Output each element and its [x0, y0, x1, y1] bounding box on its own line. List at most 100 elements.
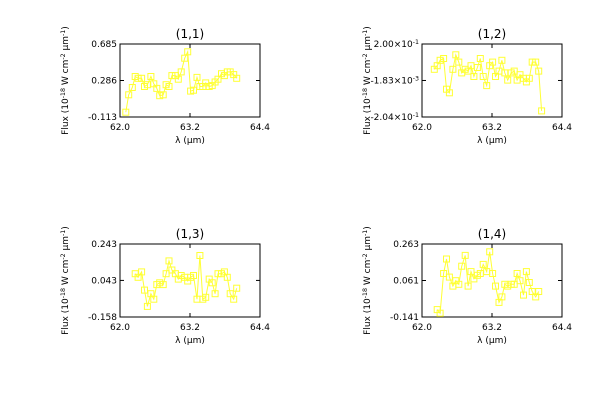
data-point: [138, 74, 146, 82]
data-point: [190, 272, 197, 279]
x-tick-label: 63.2: [482, 323, 502, 333]
x-tick-label: 62.0: [110, 323, 130, 333]
data-point: [159, 91, 167, 99]
data-point: [489, 270, 497, 277]
data-point: [211, 290, 219, 298]
data-point: [143, 302, 151, 310]
data-point: [233, 284, 241, 292]
data-point: [449, 65, 457, 73]
data-point: [492, 282, 499, 290]
data-point: [159, 281, 167, 289]
y-tick-label: -0.113: [88, 113, 117, 123]
y-axis-label: Flux (10-18 W cm-2 μm-1): [60, 226, 72, 335]
data-point: [445, 273, 453, 281]
data-point: [476, 55, 484, 62]
data-point: [458, 262, 466, 270]
data-point: [513, 270, 521, 277]
data-point: [147, 73, 155, 80]
data-point: [193, 73, 201, 81]
data-point: [510, 67, 518, 75]
data-point: [174, 75, 182, 83]
data-point: [122, 108, 130, 116]
x-tick-label: 63.2: [482, 123, 502, 133]
y-axis-label: Flux (10-18 W cm-2 μm-1): [60, 26, 72, 135]
x-tick-label: 64.4: [552, 123, 572, 133]
data-point: [202, 293, 210, 301]
data-point: [525, 74, 533, 82]
data-point: [522, 268, 530, 276]
data-point: [455, 280, 463, 288]
y-tick-label: -1.83×10-3: [370, 75, 419, 87]
data-point: [141, 286, 148, 294]
x-axis-label: λ (μm): [175, 136, 205, 146]
panel-title: (1,1): [176, 27, 204, 41]
data-point: [452, 51, 460, 59]
data-point: [479, 73, 487, 80]
x-tick-label: 64.4: [552, 323, 572, 333]
y-tick-label: -0.141: [390, 313, 419, 323]
y-tick-label: 0.061: [393, 277, 419, 287]
y-tick-label: 0.243: [91, 240, 117, 250]
data-point: [464, 282, 472, 290]
data-point: [486, 248, 494, 256]
data-point: [165, 83, 173, 90]
data-point: [483, 82, 491, 90]
y-tick-label: 0.043: [91, 276, 117, 286]
data-point: [208, 279, 216, 287]
data-point: [223, 273, 231, 281]
x-axis-label: λ (μm): [477, 136, 507, 146]
y-axis-label: Flux (10-18 W cm-2 μm-1): [362, 26, 374, 135]
data-point: [532, 58, 540, 66]
data-point: [138, 268, 146, 276]
data-point: [230, 295, 238, 303]
y-tick-label: -2.04×10-1: [370, 112, 419, 124]
data-point: [150, 295, 158, 303]
data-point: [473, 64, 481, 71]
data-point: [233, 74, 241, 82]
data-point: [470, 73, 478, 80]
data-point: [153, 84, 161, 92]
panel-2: (1,2) 62.0 63.2 64.4 2.00×10-1 -1.83×10-3 -2.0…: [362, 26, 573, 146]
data-point: [184, 48, 192, 56]
data-point: [510, 280, 518, 288]
y-axis-label: Flux (10-18 W cm-2 μm-1): [362, 226, 374, 335]
data-point: [445, 89, 453, 97]
x-tick-label: 62.0: [412, 323, 432, 333]
panel-title: (1,3): [176, 227, 204, 241]
data-point: [535, 288, 543, 295]
data-point: [535, 67, 543, 75]
data-point: [489, 58, 497, 66]
data-point: [128, 84, 136, 91]
data-point: [165, 257, 173, 265]
data-point: [538, 107, 546, 115]
data-point: [443, 255, 450, 263]
data-point: [436, 309, 444, 317]
panel-3: (1,3) 62.0 63.2 64.4 0.243 0.043 -0.158 λ (μm) F…: [60, 226, 271, 346]
data-point: [461, 251, 469, 259]
panel-title: (1,4): [478, 227, 506, 241]
data-point: [190, 86, 197, 94]
data-point: [498, 293, 506, 301]
x-tick-label: 64.4: [250, 323, 270, 333]
data-point: [196, 252, 204, 259]
x-tick-label: 63.2: [180, 323, 200, 333]
data-point: [520, 291, 527, 299]
data-point: [516, 277, 524, 285]
y-tick-label: 0.685: [91, 40, 117, 50]
y-tick-label: 0.263: [393, 240, 419, 250]
data-point: [440, 270, 448, 277]
x-tick-label: 63.2: [180, 123, 200, 133]
panel-1: (1,1) 62.0 63.2 64.4 0.685 0.286 -0.113 λ (μm) F…: [60, 26, 271, 146]
data-point: [440, 55, 448, 62]
x-axis-label: λ (μm): [477, 336, 507, 346]
data-point: [177, 68, 185, 76]
data-point: [162, 270, 170, 278]
data-point: [498, 56, 506, 64]
data-point: [467, 268, 475, 276]
data-point: [504, 76, 512, 84]
x-axis-label: λ (μm): [175, 336, 205, 346]
data-point: [479, 260, 487, 268]
data-point: [455, 58, 463, 66]
y-tick-label: 2.00×10-1: [374, 39, 419, 51]
